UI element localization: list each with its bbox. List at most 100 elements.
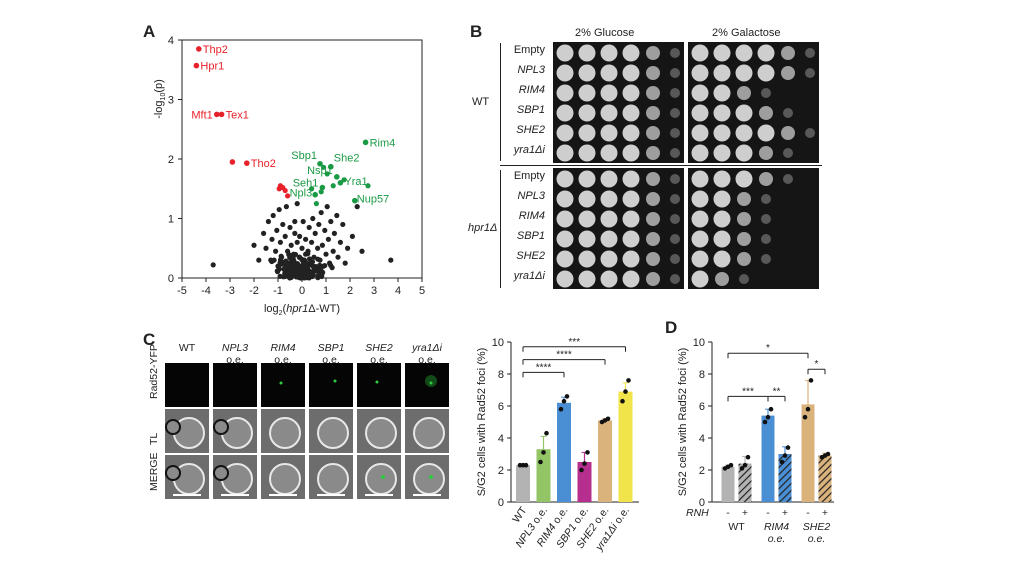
- significance-label: **: [773, 386, 781, 397]
- colony-spot: [600, 230, 618, 248]
- down-point: [218, 111, 225, 118]
- rnh-label: RNH: [686, 507, 709, 519]
- replicate-point: [623, 389, 628, 394]
- colony-spot: [735, 104, 753, 122]
- rad52-focus: [429, 381, 433, 385]
- colony-spot: [737, 252, 751, 266]
- x-tick-label: -2: [249, 285, 259, 297]
- colony-spot: [713, 124, 731, 142]
- down-label: Tex1: [226, 109, 249, 121]
- neutral-point: [290, 266, 296, 272]
- micro-image: [309, 363, 353, 407]
- micro-gene-label: SBP1: [317, 342, 345, 354]
- replicate-point: [605, 416, 611, 422]
- down-label: Mft1: [191, 109, 212, 121]
- y-tick-label: 1: [168, 214, 174, 226]
- y-tick-label: 0: [498, 497, 504, 509]
- neutral-point: [305, 251, 311, 257]
- neutral-point: [261, 230, 267, 236]
- neutral-point: [325, 236, 331, 242]
- replicate-point: [544, 430, 549, 436]
- colony-spot: [759, 172, 773, 186]
- colony-spot: [670, 148, 680, 158]
- colony-spot: [578, 104, 596, 122]
- colony-spot: [781, 66, 795, 80]
- panel-d-letter: D: [665, 318, 678, 337]
- down-point: [193, 62, 200, 69]
- colony-spot: [622, 190, 640, 208]
- colony-spot: [646, 106, 660, 120]
- x-tick-label: 0: [299, 285, 305, 297]
- colony-spot: [622, 64, 640, 82]
- group-label: SHE2: [803, 521, 831, 533]
- colony-spot: [578, 124, 596, 142]
- neutral-point: [292, 230, 298, 236]
- down-point: [277, 183, 283, 189]
- plate-image: [553, 42, 684, 163]
- group-label: RIM4: [764, 521, 789, 533]
- down-point: [244, 160, 250, 166]
- colony-spot: [713, 190, 731, 208]
- neutral-point: [323, 251, 329, 257]
- divider-line: [500, 165, 822, 166]
- micro-drawing: [165, 455, 209, 499]
- neutral-point: [293, 273, 300, 279]
- neutral-point: [277, 273, 283, 279]
- bar: [598, 420, 612, 502]
- x-tick-label: -3: [225, 285, 235, 297]
- colony-spot: [556, 250, 574, 268]
- up-point: [312, 191, 318, 198]
- replicate-point: [523, 462, 529, 468]
- neutral-point: [278, 253, 284, 259]
- rad52-focus: [279, 381, 283, 385]
- replicate-point: [538, 459, 543, 465]
- colony-spot: [691, 84, 709, 102]
- strain-label-wt: WT: [472, 96, 490, 108]
- colony-spot: [761, 194, 771, 204]
- bracket-line: [500, 43, 501, 161]
- neutral-point: [300, 218, 306, 225]
- colony-spot: [600, 44, 618, 62]
- x-tick-label: 3: [371, 285, 377, 297]
- neutral-point: [306, 269, 312, 275]
- up-label: Nup57: [357, 194, 389, 206]
- colony-spot: [578, 190, 596, 208]
- colony-spot: [622, 44, 640, 62]
- y-tick-label: 2: [498, 465, 504, 477]
- replicate-point: [782, 453, 788, 458]
- micro-image: [165, 409, 209, 453]
- micro-image: [357, 455, 401, 499]
- colony-spot: [783, 108, 793, 118]
- plate-spots: [556, 170, 680, 288]
- up-point: [328, 163, 334, 170]
- group-label: WT: [728, 521, 745, 533]
- colony-spot: [670, 254, 680, 264]
- colony-spot: [735, 124, 753, 142]
- neutral-point: [309, 239, 315, 245]
- micro-image: [261, 455, 305, 499]
- column-head-galactose: 2% Galactose: [712, 27, 781, 39]
- colony-spot: [622, 170, 640, 188]
- colony-spot: [757, 124, 775, 142]
- up-point: [362, 139, 369, 146]
- micro-row-label: MERGE: [148, 452, 160, 491]
- yeast-cell: [317, 463, 349, 495]
- neutral-point: [265, 218, 271, 225]
- micro-drawing: [213, 455, 257, 499]
- colony-spot: [556, 144, 574, 162]
- colony-spot: [578, 270, 596, 288]
- colony-spot: [600, 64, 618, 82]
- micro-column-head: WT: [162, 342, 212, 354]
- micro-image: [213, 409, 257, 453]
- y-axis-label: -log10(p): [153, 79, 167, 119]
- micro-image: [261, 409, 305, 453]
- colony-spot: [715, 272, 729, 286]
- micro-drawing: [309, 455, 353, 499]
- micro-drawing: [279, 381, 283, 385]
- micro-gene-label: WT: [178, 342, 196, 354]
- micro-drawing: [309, 409, 353, 453]
- bar: [721, 466, 735, 502]
- plate-image: [688, 168, 819, 289]
- colony-spot: [713, 44, 731, 62]
- replicate-point: [802, 414, 808, 420]
